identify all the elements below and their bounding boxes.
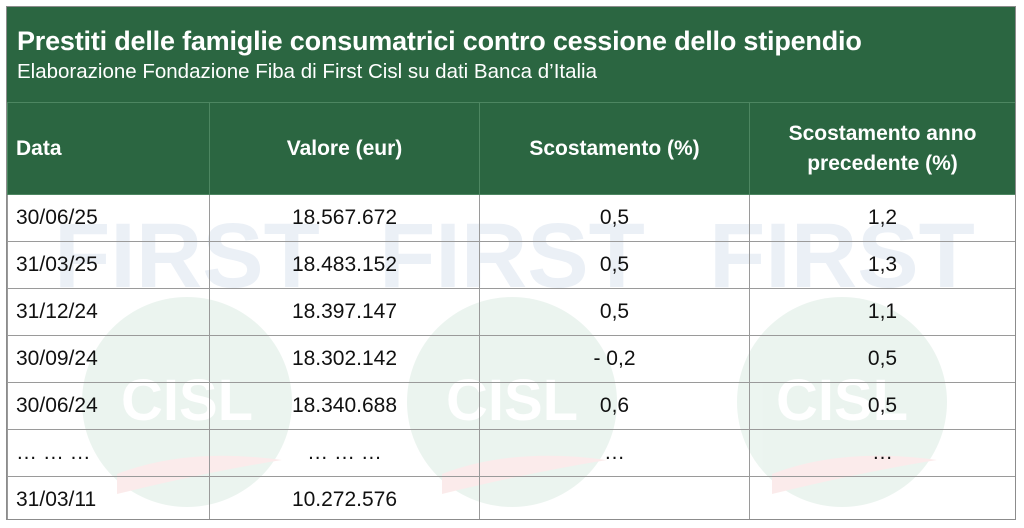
column-header-scostamento: Scostamento (%) — [479, 102, 750, 195]
column-header-scostamento-anno-precedente-text: Scostamento anno precedente (%) — [788, 121, 977, 175]
table-row: 30/06/24 18.340.688 0,6 0,5 — [7, 382, 1015, 430]
column-header-scostamento-anno-precedente: Scostamento anno precedente (%) — [749, 102, 1015, 195]
cell-scostamento-anno-precedente: 1,3 — [749, 241, 1015, 289]
table-row: 31/12/24 18.397.147 0,5 1,1 — [7, 288, 1015, 336]
cell-data: … … … — [7, 429, 210, 477]
cell-scostamento-anno-precedente — [749, 476, 1015, 519]
cell-scostamento-anno-precedente: … — [749, 429, 1015, 477]
cell-data: 31/03/11 — [7, 476, 210, 519]
cell-scostamento: - 0,2 — [479, 335, 750, 383]
column-header-valore: Valore (eur) — [209, 102, 480, 195]
cell-valore: … … … — [209, 429, 480, 477]
table-row: 30/06/25 18.567.672 0,5 1,2 — [7, 194, 1015, 242]
cell-scostamento-anno-precedente: 0,5 — [749, 382, 1015, 430]
table-row: … … …… … ……… — [7, 429, 1015, 477]
cell-scostamento: 0,5 — [479, 288, 750, 336]
cell-data: 30/06/25 — [7, 194, 210, 242]
cell-scostamento-anno-precedente: 1,1 — [749, 288, 1015, 336]
table-row: 31/03/11 10.272.576 — [7, 476, 1015, 519]
cell-valore: 10.272.576 — [209, 476, 480, 519]
column-header-data: Data — [7, 102, 210, 195]
cell-scostamento-anno-precedente: 1,2 — [749, 194, 1015, 242]
cell-data: 30/06/24 — [7, 382, 210, 430]
cell-valore: 18.567.672 — [209, 194, 480, 242]
title-bar: Prestiti delle famiglie consumatrici con… — [7, 7, 1015, 102]
cell-scostamento — [479, 476, 750, 519]
table-row: 30/09/24 18.302.142- 0,2 0,5 — [7, 335, 1015, 383]
data-table-wrap: Data Valore (eur) Scostamento (%) Scosta… — [7, 102, 1015, 519]
cell-valore: 18.302.142 — [209, 335, 480, 383]
figure-title: Prestiti delle famiglie consumatrici con… — [17, 26, 862, 56]
cell-valore: 18.483.152 — [209, 241, 480, 289]
cell-scostamento: … — [479, 429, 750, 477]
cell-data: 31/03/25 — [7, 241, 210, 289]
cell-data: 31/12/24 — [7, 288, 210, 336]
cell-valore: 18.397.147 — [209, 288, 480, 336]
table-header-row: Data Valore (eur) Scostamento (%) Scosta… — [7, 102, 1015, 195]
cell-scostamento: 0,5 — [479, 241, 750, 289]
cell-valore: 18.340.688 — [209, 382, 480, 430]
table-row: 31/03/25 18.483.152 0,5 1,3 — [7, 241, 1015, 289]
cell-data: 30/09/24 — [7, 335, 210, 383]
table-figure: Prestiti delle famiglie consumatrici con… — [6, 6, 1016, 520]
data-table: Data Valore (eur) Scostamento (%) Scosta… — [7, 102, 1015, 519]
figure-subtitle: Elaborazione Fondazione Fiba di First Ci… — [17, 60, 597, 83]
cell-scostamento: 0,5 — [479, 194, 750, 242]
cell-scostamento-anno-precedente: 0,5 — [749, 335, 1015, 383]
cell-scostamento: 0,6 — [479, 382, 750, 430]
